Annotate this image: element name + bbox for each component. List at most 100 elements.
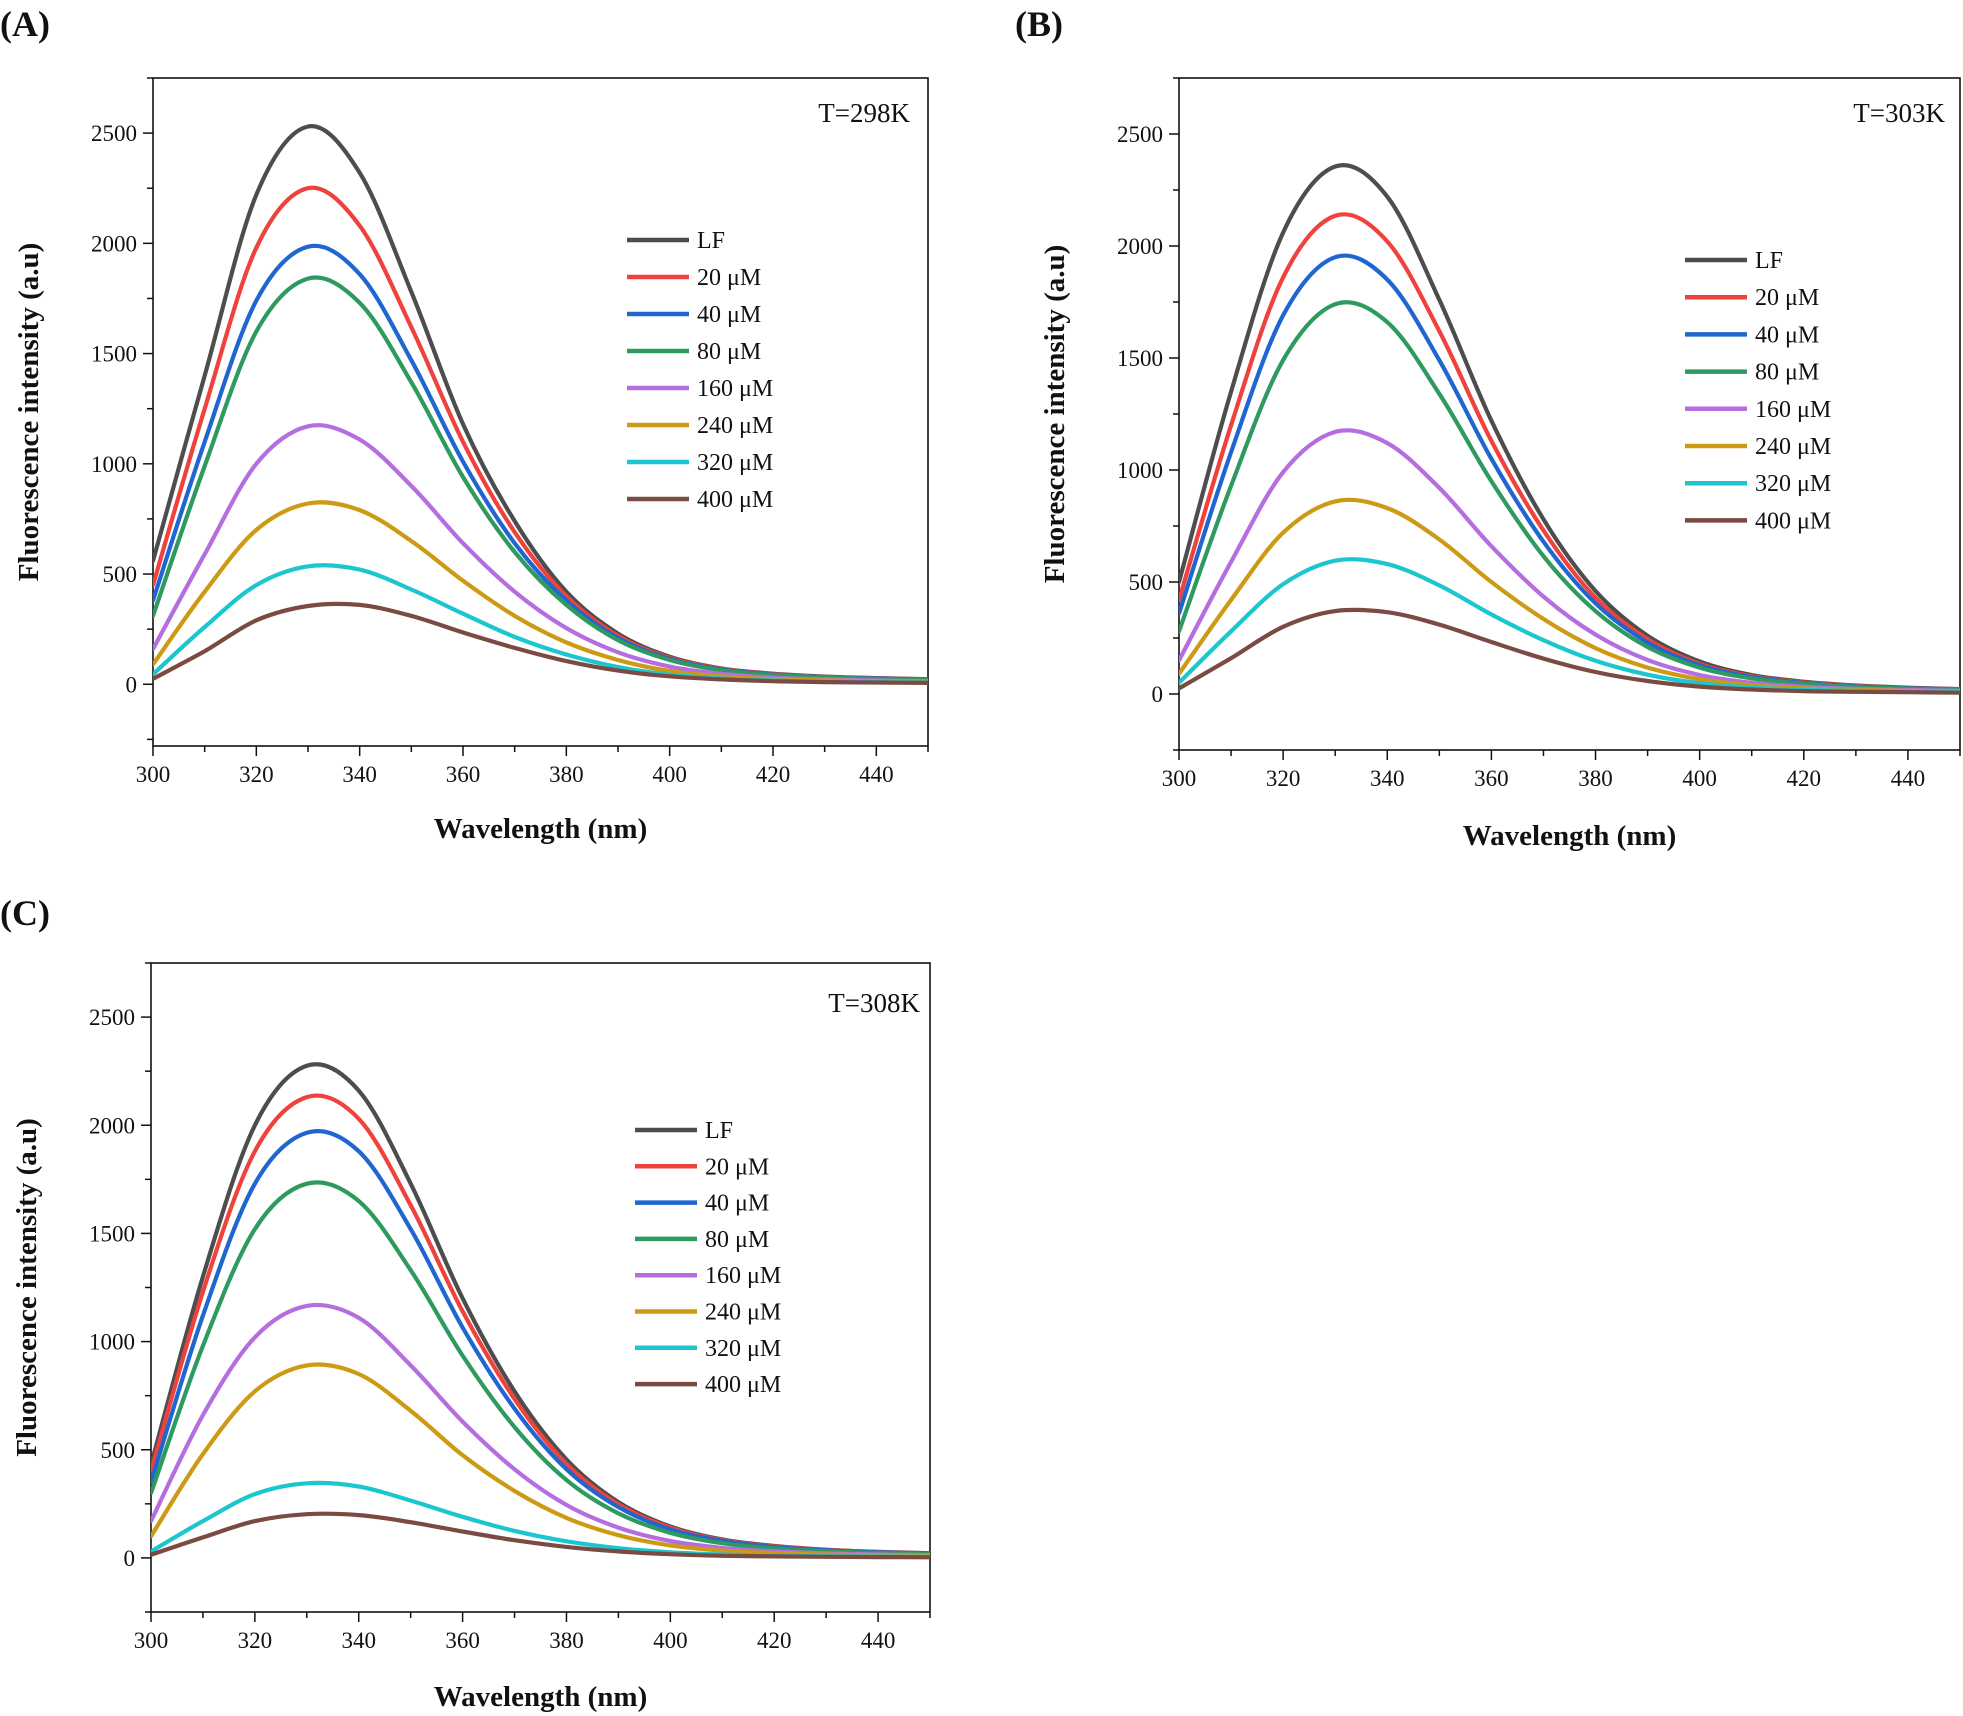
panel-c-series-line-0	[151, 1062, 930, 1556]
panel-a-legend-label-0: LF	[697, 228, 725, 254]
panel-a-y-axis-title: Fluorescence intensity (a.u)	[13, 243, 45, 582]
panel-a-x-tick-label: 400	[652, 762, 687, 787]
panel-a-series-line-1	[153, 185, 928, 682]
panel-a-x-tick-label: 360	[446, 762, 481, 787]
panel-b-x-tick-label: 300	[1162, 766, 1197, 791]
panel-c-legend-label-4: 160 μM	[705, 1263, 781, 1289]
panel-c-x-tick-label: 420	[757, 1628, 792, 1653]
panel-b-x-tick-label: 340	[1370, 766, 1405, 791]
panel-c: (C) 300 320 340 360 380 400 420 440 0 500 1000 1500 2…	[0, 893, 931, 1713]
panel-c-legend: LF 20 μM 40 μM 80 μM 160 μM 240 μM 320 μM 400 μ…	[635, 1118, 781, 1398]
panel-c-legend-label-3: 80 μM	[705, 1227, 769, 1253]
panel-c-curves	[151, 1062, 930, 1560]
panel-c-series-line-7	[151, 1511, 930, 1560]
panel-c-x-tick-label: 340	[341, 1628, 376, 1653]
panel-b-x-tick-label: 440	[1891, 766, 1926, 791]
panel-b-series-line-3	[1179, 300, 1960, 692]
panel-a-legend-label-7: 400 μM	[697, 487, 773, 513]
panel-b-legend-label-6: 320 μM	[1755, 471, 1831, 497]
panel-c-x-axis-title: Wavelength (nm)	[434, 1681, 647, 1713]
panel-c-x-tick-label: 440	[861, 1628, 896, 1653]
panel-a-legend-label-6: 320 μM	[697, 450, 773, 476]
panel-b-legend-label-5: 240 μM	[1755, 434, 1831, 460]
panel-b-series-line-0	[1179, 163, 1960, 692]
panel-b-y-tick-label: 2500	[1117, 122, 1163, 147]
panel-c-legend-label-0: LF	[705, 1118, 733, 1144]
panel-a-legend-label-1: 20 μM	[697, 265, 761, 291]
panel-a-y-tick-label: 1500	[91, 342, 137, 367]
panel-a-x-axis-title: Wavelength (nm)	[434, 813, 647, 845]
panel-a-y-tick-label: 500	[103, 562, 138, 587]
panel-b-series-line-6	[1179, 557, 1960, 695]
panel-b-series-line-2	[1179, 253, 1960, 692]
panel-c-y-tick-label: 0	[124, 1546, 136, 1571]
panel-c-legend-label-7: 400 μM	[705, 1372, 781, 1398]
panel-b-y-axis-title: Fluorescence intensity (a.u)	[1039, 245, 1071, 584]
panel-a-y-tick-label: 2000	[91, 231, 137, 256]
panel-c-y-axis-title: Fluorescence intensity (a.u)	[11, 1118, 43, 1457]
panel-c-legend-label-1: 20 μM	[705, 1154, 769, 1180]
panel-c-label: (C)	[0, 893, 50, 933]
panel-b-temperature-label: T=303K	[1853, 98, 1945, 128]
panel-c-y-tick-label: 2500	[89, 1005, 135, 1030]
panel-a-y-tick-label: 2500	[91, 121, 137, 146]
panel-b-legend-label-1: 20 μM	[1755, 285, 1819, 311]
panel-b-y-tick-label: 500	[1129, 570, 1164, 595]
panel-a-x-tick-label: 340	[342, 762, 377, 787]
panel-b-legend-label-0: LF	[1755, 248, 1783, 274]
panel-b-x-tick-label: 380	[1578, 766, 1613, 791]
panel-c-y-tick-label: 1500	[89, 1221, 135, 1246]
panel-a-label: (A)	[0, 4, 50, 44]
panel-a: (A) 300 320 340 360 380 400 420 440 0 500 1000 1500 2…	[0, 4, 929, 845]
panel-a-x-tick-label: 300	[136, 762, 171, 787]
panel-a-series-line-7	[153, 601, 928, 685]
panel-a-x-tick-label: 440	[859, 762, 894, 787]
panel-c-x-tick-label: 360	[445, 1628, 480, 1653]
panel-a-y-tick-label: 0	[126, 672, 138, 697]
panel-c-legend-label-5: 240 μM	[705, 1300, 781, 1326]
panel-b-x-tick-label: 320	[1266, 766, 1301, 791]
panel-b-series-line-5	[1179, 497, 1960, 694]
panel-b-legend-label-2: 40 μM	[1755, 322, 1819, 348]
panel-a-series-line-4	[153, 423, 928, 684]
panel-c-y-tick-label: 1000	[89, 1330, 135, 1355]
panel-c-x-tick-label: 380	[549, 1628, 584, 1653]
panel-b-y-tick-label: 2000	[1117, 234, 1163, 259]
panel-b-y-tick-label: 1500	[1117, 346, 1163, 371]
panel-a-plot-frame	[152, 77, 929, 747]
panel-a-x-tick-label: 380	[549, 762, 584, 787]
panel-b-x-tick-label: 420	[1787, 766, 1822, 791]
panel-a-legend-label-3: 80 μM	[697, 339, 761, 365]
panel-c-temperature-label: T=308K	[828, 988, 920, 1018]
panel-b-series-line-7	[1179, 607, 1960, 695]
panel-c-y-tick-label: 2000	[89, 1113, 135, 1138]
panel-a-x-tick-label: 320	[239, 762, 274, 787]
panel-a-curves	[153, 124, 928, 685]
panel-a-legend-label-5: 240 μM	[697, 413, 773, 439]
panel-c-series-line-5	[151, 1362, 930, 1558]
panel-a-temperature-label: T=298K	[818, 98, 910, 128]
panel-a-series-line-0	[153, 124, 928, 682]
panel-b-curves	[1179, 163, 1960, 695]
panel-a-y-tick-label: 1000	[91, 452, 137, 477]
panel-a-legend: LF 20 μM 40 μM 80 μM 160 μM 240 μM 320 μM 400 μ…	[627, 228, 773, 513]
panel-b-label: (B)	[1015, 4, 1063, 44]
panel-c-plot-frame	[150, 962, 931, 1613]
panel-c-legend-label-2: 40 μM	[705, 1191, 769, 1217]
panel-b-legend-label-4: 160 μM	[1755, 397, 1831, 423]
panel-b-x-tick-label: 400	[1682, 766, 1717, 791]
panel-a-legend-label-2: 40 μM	[697, 302, 761, 328]
panel-b-y-tick-label: 0	[1152, 682, 1164, 707]
panel-b-y-tick-label: 1000	[1117, 458, 1163, 483]
panel-b-legend-label-3: 80 μM	[1755, 360, 1819, 386]
panel-c-x-tick-label: 300	[134, 1628, 169, 1653]
panel-c-x-tick-label: 320	[238, 1628, 273, 1653]
panel-b-legend-label-7: 400 μM	[1755, 508, 1831, 534]
panel-b-legend: LF 20 μM 40 μM 80 μM 160 μM 240 μM 320 μM 400 μ…	[1685, 248, 1831, 534]
panel-c-legend-label-6: 320 μM	[705, 1336, 781, 1362]
panel-b-x-axis-title: Wavelength (nm)	[1463, 820, 1676, 852]
panel-a-series-line-3	[153, 275, 928, 682]
panel-a-x-tick-label: 420	[756, 762, 791, 787]
panel-a-legend-label-4: 160 μM	[697, 376, 773, 402]
